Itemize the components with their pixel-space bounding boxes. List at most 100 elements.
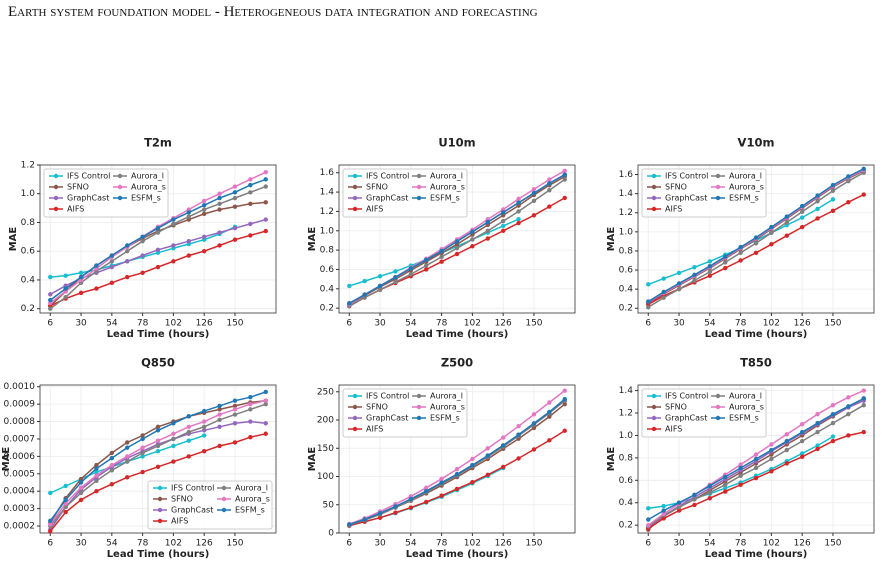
y-axis-label: MAE [8, 227, 19, 252]
legend-label: ESFM_s [430, 194, 460, 203]
data-point [263, 200, 268, 205]
data-point [201, 211, 207, 217]
data-point [799, 203, 805, 209]
data-point [263, 389, 268, 395]
data-point [454, 239, 460, 244]
legend-marker [117, 173, 123, 179]
legend-box [43, 168, 169, 218]
data-point [171, 443, 176, 449]
data-point [830, 438, 836, 444]
data-point [769, 456, 774, 462]
data-point [248, 182, 253, 188]
data-point [692, 272, 697, 278]
data-point [547, 409, 552, 415]
data-point [263, 177, 268, 182]
x-tick-label: 30 [673, 319, 685, 329]
y-tick-label: 200 [317, 416, 334, 426]
data-point [424, 485, 429, 491]
legend-label: GraphCast [171, 506, 213, 515]
legend-label: AIFS [665, 425, 682, 434]
legend-marker [715, 184, 721, 190]
data-point [738, 473, 743, 479]
x-tick-label: 102 [464, 319, 481, 329]
legend-label: IFS Control [67, 172, 110, 181]
legend-marker [416, 173, 422, 179]
data-point [217, 412, 222, 417]
data-point [140, 238, 145, 244]
plot-frame [39, 384, 277, 534]
chart-title: Q850 [141, 356, 175, 370]
data-point [248, 221, 253, 227]
data-point [217, 201, 222, 206]
data-point [248, 394, 253, 400]
data-point [393, 275, 398, 280]
x-tick-label: 150 [824, 319, 841, 329]
y-tick-label: 0.0005 [4, 469, 36, 479]
data-point [186, 438, 191, 443]
legend-label: Aurora_l [235, 484, 268, 493]
data-point [232, 407, 238, 412]
data-point [48, 490, 53, 496]
data-point [263, 228, 268, 234]
y-tick-label: 0.2 [320, 304, 334, 314]
data-point [547, 187, 552, 193]
data-point [109, 468, 115, 473]
legend-label: Aurora_s [729, 403, 764, 412]
data-point [815, 446, 820, 452]
data-point [723, 265, 728, 271]
data-point [217, 424, 222, 429]
data-point [516, 216, 521, 222]
data-point [48, 522, 53, 527]
data-point [48, 292, 53, 297]
x-axis-label: Lead Time (hours) [406, 549, 509, 560]
chart-title: Z500 [441, 356, 473, 370]
data-point [201, 234, 207, 240]
x-tick-label: 54 [106, 319, 118, 329]
data-point [171, 431, 176, 436]
y-tick-label: 0.8 [619, 453, 634, 463]
y-tick-label: 1.2 [619, 409, 633, 419]
data-point [470, 456, 475, 462]
data-point [201, 424, 207, 429]
data-point [362, 517, 367, 522]
legend-label: SFNO [171, 495, 193, 504]
x-tick-label: 150 [525, 539, 542, 549]
chart-panel: Q850 6 30 54 78 102 126 150 0.0002 0.0003 0.0004 0.… [1, 356, 277, 560]
data-point [125, 459, 130, 464]
legend-label: SFNO [665, 403, 687, 412]
data-point [347, 301, 352, 306]
legend-marker [416, 184, 422, 190]
y-tick-label: 0.0010 [4, 382, 36, 392]
data-point [94, 478, 99, 483]
data-point [516, 220, 521, 226]
data-point [186, 429, 191, 435]
data-point [500, 218, 506, 224]
data-point [94, 473, 99, 478]
y-tick-label: 100 [317, 472, 334, 482]
data-point [784, 214, 789, 219]
data-point [562, 172, 567, 177]
legend-marker [352, 415, 358, 421]
data-point [500, 210, 506, 215]
data-point [347, 522, 352, 527]
y-tick-label: 1.2 [21, 161, 35, 171]
legend-label: Aurora_l [729, 392, 762, 401]
data-point [830, 188, 836, 193]
data-point [155, 428, 161, 433]
data-point [232, 403, 238, 409]
data-point [815, 411, 820, 417]
data-point [171, 259, 176, 264]
data-point [531, 213, 537, 218]
y-tick-label: 0.6 [320, 265, 335, 275]
data-point [784, 447, 789, 453]
y-tick-label: 0.8 [619, 246, 634, 256]
x-axis-label: Lead Time (hours) [107, 329, 210, 340]
chart-panel: U10m 6 30 54 78 102 126 150 0.2 0.4 0.6 0.8 1.0 1.2 1.… [307, 136, 576, 340]
legend-label: Aurora_s [430, 183, 465, 192]
x-tick-label: 78 [436, 319, 448, 329]
data-point [516, 196, 521, 202]
data-point [362, 278, 367, 284]
plot-frame [637, 384, 875, 534]
data-point [78, 485, 84, 490]
data-point [846, 174, 851, 179]
